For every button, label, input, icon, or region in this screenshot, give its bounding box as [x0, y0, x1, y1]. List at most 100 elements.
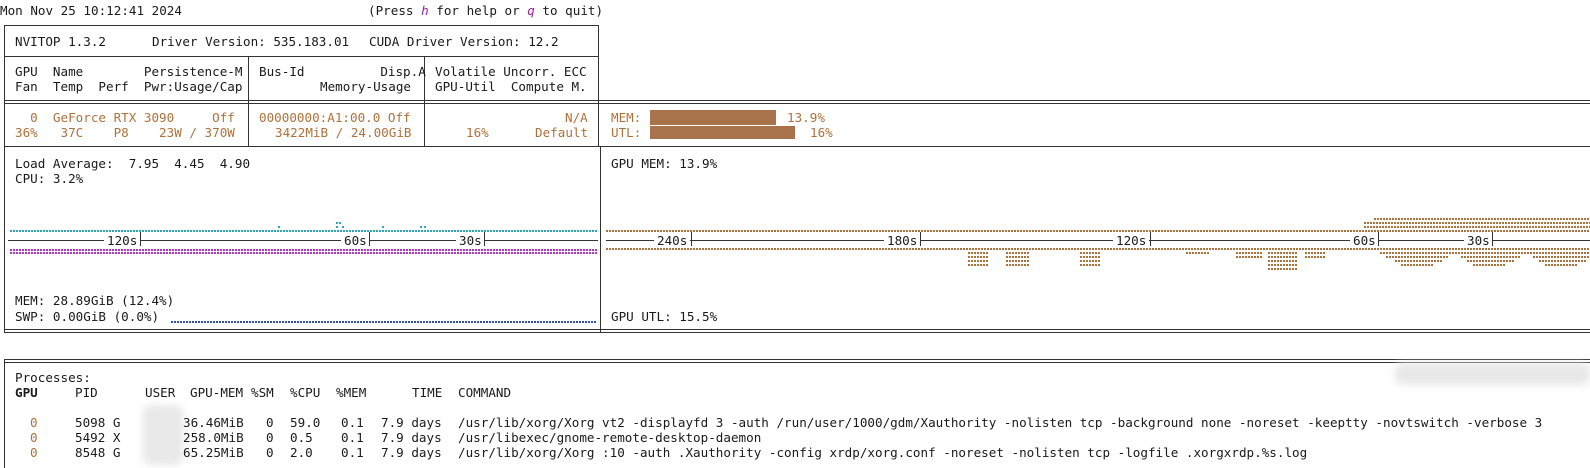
gpu-util-dot: [894, 248, 896, 250]
gpu-util-dot: [1254, 248, 1256, 250]
cpu-trace-dot: [253, 230, 255, 232]
gpu-util-dot: [1497, 264, 1499, 266]
mem-trace-dot: [130, 252, 132, 254]
gpu-util-dot: [1389, 252, 1391, 254]
mem-trace-dot: [496, 249, 498, 251]
mem-trace-dot: [301, 252, 303, 254]
gpu-mem-dot: [1496, 226, 1498, 228]
mem-trace-dot: [430, 249, 432, 251]
swp-trace-dot: [393, 321, 395, 323]
cpu-trace-dot: [336, 222, 338, 224]
gpu-util-dot: [1024, 252, 1026, 254]
proc-header-time[interactable]: TIME: [412, 385, 443, 400]
cpu-trace-dot: [538, 230, 540, 232]
gpu-util-dot: [1422, 264, 1424, 266]
gpu-mem-dot: [1455, 218, 1457, 220]
mem-trace-dot: [208, 249, 210, 251]
gpu-util-dot: [1086, 248, 1088, 250]
gpu-mem-dot: [1412, 222, 1414, 224]
process-command-1[interactable]: /usr/libexec/gnome-remote-desktop-daemon: [458, 430, 762, 445]
help-key[interactable]: h: [421, 3, 429, 18]
swp-trace-dot: [519, 321, 521, 323]
gpu-mem-dot: [1493, 222, 1495, 224]
cpu-trace-dot: [409, 230, 411, 232]
gpu-mem-dot: [1484, 222, 1486, 224]
gpu-util-dot: [1260, 256, 1262, 258]
mem-trace-dot: [187, 249, 189, 251]
cpu-trace-dot: [376, 230, 378, 232]
host-tick-120s: 120s: [104, 233, 141, 248]
gpu-mem-dot: [1464, 218, 1466, 220]
proc-header-command[interactable]: COMMAND: [458, 385, 512, 400]
process-command-2[interactable]: /usr/lib/xorg/Xorg :10 -auth .Xauthority…: [458, 445, 1308, 460]
proc-header-mem[interactable]: %MEM: [336, 385, 367, 400]
mem-trace-dot: [28, 252, 30, 254]
gpu-mem-dot: [1403, 226, 1405, 228]
mem-trace-dot: [439, 252, 441, 254]
proc-header-cpu[interactable]: %CPU: [290, 385, 321, 400]
gpu-mem-dot: [1167, 230, 1169, 232]
gpu-mem-dot: [816, 230, 818, 232]
swp-trace-dot: [171, 321, 173, 323]
process-command-0[interactable]: /usr/lib/xorg/Xorg vt2 -displayfd 3 -aut…: [458, 415, 1543, 430]
mem-trace-dot: [94, 252, 96, 254]
gpu-util-dot: [735, 248, 737, 250]
cpu-trace-dot: [166, 230, 168, 232]
gpu-mem-dot: [798, 230, 800, 232]
mem-trace-dot: [223, 249, 225, 251]
mem-trace-dot: [223, 252, 225, 254]
mem-trace-dot: [409, 249, 411, 251]
gpu-util-dot: [968, 256, 970, 258]
gpu-util-dot: [1494, 264, 1496, 266]
gpu-util-dot: [1455, 248, 1457, 250]
gpu-util-dot: [705, 248, 707, 250]
quit-key[interactable]: q: [527, 3, 535, 18]
gpu-mem-dot: [1368, 230, 1370, 232]
gpu-util-dot: [1401, 260, 1403, 262]
gpu-util-dot: [795, 248, 797, 250]
gpu-util-dot: [1554, 248, 1556, 250]
swp-trace-dot: [330, 321, 332, 323]
gpu-util-dot: [1344, 248, 1346, 250]
mem-trace-dot: [373, 249, 375, 251]
gpu-util-dot: [1464, 256, 1466, 258]
gpu-util-dot: [974, 260, 976, 262]
gpu-mem-dot: [972, 230, 974, 232]
cpu-trace-dot: [565, 230, 567, 232]
gpu-util-dot: [1292, 256, 1294, 258]
gpu-row-name[interactable]: 0 GeForce RTX 3090 Off: [15, 110, 235, 125]
gpu-mem-dot: [1428, 230, 1430, 232]
mem-trace-dot: [400, 249, 402, 251]
gpu-util-dot: [1018, 264, 1020, 266]
gpu-util-dot: [1416, 248, 1418, 250]
gpu-util-dot: [977, 264, 979, 266]
gpu-util-dot: [978, 248, 980, 250]
gpu-mem-dot: [1512, 230, 1514, 232]
gpu-mem-dot: [1364, 226, 1366, 228]
gpu-util-dot: [1542, 248, 1544, 250]
proc-header-user[interactable]: USER: [145, 385, 176, 400]
gpu-util-dot: [1299, 248, 1301, 250]
gpu-row-stats[interactable]: 36% 37C P8 23W / 370W: [15, 125, 235, 140]
proc-header-sm[interactable]: %SM: [251, 385, 274, 400]
gpu-mem-dot: [1326, 230, 1328, 232]
gpu-util-dot: [810, 248, 812, 250]
process-mem-0: 0.1: [341, 415, 364, 430]
gpu-util-dot: [1347, 248, 1349, 250]
gpu-util-dot: [1563, 264, 1565, 266]
gpu-util-dot: [1080, 256, 1082, 258]
gpu-mem-dot: [1119, 230, 1121, 232]
mem-trace-dot: [574, 249, 576, 251]
proc-header-gpu[interactable]: GPU: [15, 385, 38, 400]
proc-header-gpumem[interactable]: GPU-MEM: [190, 385, 244, 400]
gpu-mem-dot: [1466, 226, 1468, 228]
proc-header-pid[interactable]: PID: [75, 385, 98, 400]
swp-trace-dot: [357, 321, 359, 323]
gpu-util-dot: [975, 248, 977, 250]
gpu-mem-dot: [1161, 230, 1163, 232]
gpu-mem-dot: [1517, 222, 1519, 224]
gpu-util-dot: [1218, 248, 1220, 250]
gpu-mem-dot: [1320, 230, 1322, 232]
gpu-mem-dot: [1439, 226, 1441, 228]
gpu-util-dot: [1560, 264, 1562, 266]
